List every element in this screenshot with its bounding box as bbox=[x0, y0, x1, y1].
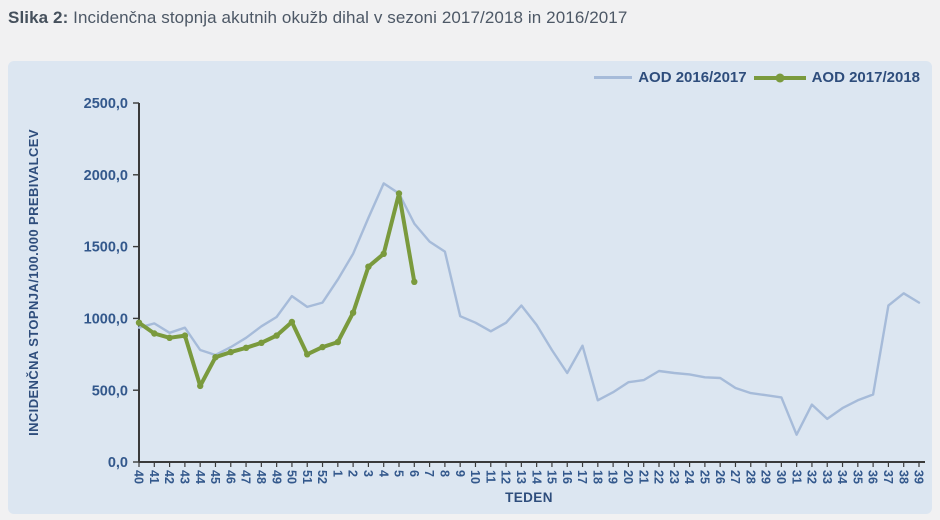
y-tick-label: 2000,0 bbox=[84, 168, 128, 184]
x-tick-label: 19 bbox=[606, 470, 620, 484]
data-point-marker bbox=[365, 263, 372, 270]
x-tick-label: 10 bbox=[468, 470, 482, 484]
data-point-marker bbox=[319, 343, 326, 351]
x-tick-label: 27 bbox=[728, 470, 742, 484]
x-tick-label: 4 bbox=[376, 470, 390, 477]
x-tick-label: 15 bbox=[545, 470, 559, 484]
x-tick-label: 25 bbox=[698, 470, 712, 484]
x-tick-label: 21 bbox=[636, 470, 650, 484]
legend-label: AOD 2016/2017 bbox=[638, 69, 747, 86]
x-tick-label: 6 bbox=[407, 470, 421, 477]
x-axis: 40 41 42 43 44 45 46 47 48 49 50 51 52 1 2 3 4 5 6 7 8 9 10 11 1… bbox=[132, 462, 926, 484]
legend-label: AOD 2017/2018 bbox=[811, 69, 920, 86]
x-tick-label: 28 bbox=[743, 470, 757, 484]
x-tick-label: 8 bbox=[438, 470, 452, 477]
data-point-marker bbox=[197, 382, 204, 390]
y-tick-label: 0,0 bbox=[108, 455, 128, 471]
data-point-marker bbox=[227, 348, 234, 356]
x-tick-label: 52 bbox=[315, 470, 329, 484]
data-point-marker bbox=[380, 250, 387, 257]
y-axis-title: INCIDENČNA STOPNJA/100.000 PREBIVALCEV bbox=[26, 129, 41, 436]
legend-item-aod-2016-2017: AOD 2016/2017 bbox=[594, 69, 747, 86]
x-tick-label: 23 bbox=[667, 470, 681, 484]
x-tick-label: 44 bbox=[193, 470, 207, 484]
data-point-marker bbox=[288, 318, 296, 326]
x-tick-label: 3 bbox=[361, 470, 375, 477]
x-tick-label: 37 bbox=[881, 470, 895, 484]
x-tick-label: 51 bbox=[300, 470, 314, 484]
x-tick-label: 9 bbox=[453, 470, 467, 477]
x-tick-label: 50 bbox=[285, 470, 299, 484]
y-tick-label: 500,0 bbox=[92, 383, 128, 399]
data-point-marker bbox=[273, 332, 280, 339]
x-tick-label: 29 bbox=[759, 470, 773, 484]
x-tick-label: 34 bbox=[835, 470, 849, 484]
x-tick-label: 39 bbox=[912, 470, 926, 484]
series-aod-2016-2017 bbox=[137, 182, 921, 436]
x-tick-label: 38 bbox=[896, 470, 910, 484]
x-tick-label: 49 bbox=[269, 470, 283, 484]
x-tick-label: 35 bbox=[850, 470, 864, 484]
x-tick-label: 22 bbox=[652, 470, 666, 484]
data-point-marker bbox=[349, 309, 357, 316]
data-point-marker bbox=[395, 190, 403, 197]
x-tick-label: 24 bbox=[682, 470, 696, 484]
x-tick-label: 18 bbox=[590, 470, 604, 484]
data-point-marker bbox=[242, 344, 250, 351]
figure-caption-prefix: Slika 2: bbox=[8, 8, 69, 27]
x-tick-label: 7 bbox=[422, 470, 436, 477]
x-axis-title: TEDEN bbox=[505, 490, 553, 505]
x-tick-label: 48 bbox=[254, 470, 268, 484]
legend-line-sample-green bbox=[753, 73, 806, 82]
y-tick-label: 1000,0 bbox=[84, 311, 128, 327]
y-axis: 0,0 500,0 1000,0 1500,0 2000,0 2500,0 bbox=[84, 96, 139, 471]
legend: AOD 2016/2017 AOD 2017/2018 bbox=[594, 69, 920, 86]
x-tick-label: 33 bbox=[820, 470, 834, 484]
x-tick-label: 42 bbox=[162, 470, 176, 484]
legend-marker-dot bbox=[775, 73, 785, 82]
x-tick-label: 14 bbox=[529, 470, 543, 484]
x-tick-label: 2 bbox=[346, 470, 360, 477]
y-tick-label: 2500,0 bbox=[84, 96, 128, 112]
legend-item-aod-2017-2018: AOD 2017/2018 bbox=[753, 69, 920, 86]
data-point-marker bbox=[151, 330, 158, 337]
x-tick-label: 40 bbox=[132, 470, 146, 484]
data-point-marker bbox=[166, 334, 173, 341]
x-tick-label: 17 bbox=[575, 470, 589, 484]
x-tick-label: 43 bbox=[178, 470, 192, 484]
y-tick-label: 1500,0 bbox=[84, 240, 128, 256]
x-tick-label: 30 bbox=[774, 470, 788, 484]
data-point-marker bbox=[334, 338, 341, 346]
x-tick-label: 16 bbox=[560, 470, 574, 484]
data-point-marker bbox=[411, 278, 418, 285]
figure-caption-text: Incidenčna stopnja akutnih okužb dihal v… bbox=[68, 8, 628, 27]
data-point-marker bbox=[135, 319, 143, 326]
x-tick-label: 45 bbox=[208, 470, 222, 484]
series-aod-2017-2018 bbox=[135, 190, 418, 390]
x-tick-label: 46 bbox=[223, 470, 237, 484]
x-tick-label: 32 bbox=[805, 470, 819, 484]
x-tick-label: 11 bbox=[483, 470, 497, 483]
x-tick-label: 31 bbox=[789, 470, 803, 484]
x-tick-label: 20 bbox=[621, 470, 635, 484]
data-point-marker bbox=[258, 339, 265, 346]
legend-line-sample-blue bbox=[594, 76, 633, 79]
data-point-marker bbox=[181, 332, 189, 339]
x-tick-label: 5 bbox=[392, 470, 406, 477]
data-point-marker bbox=[212, 354, 219, 361]
x-tick-label: 12 bbox=[499, 470, 513, 484]
figure-caption: Slika 2: Incidenčna stopnja akutnih okuž… bbox=[8, 8, 928, 28]
x-tick-label: 47 bbox=[239, 470, 253, 484]
x-tick-label: 13 bbox=[514, 470, 528, 484]
chart-panel: AOD 2016/2017 AOD 2017/2018 0,0 500,0 1000… bbox=[8, 61, 932, 514]
data-point-marker bbox=[304, 351, 311, 358]
x-tick-label: 41 bbox=[147, 470, 161, 484]
x-tick-label: 36 bbox=[866, 470, 880, 484]
x-tick-label: 1 bbox=[330, 470, 344, 477]
x-tick-label: 26 bbox=[713, 470, 727, 484]
